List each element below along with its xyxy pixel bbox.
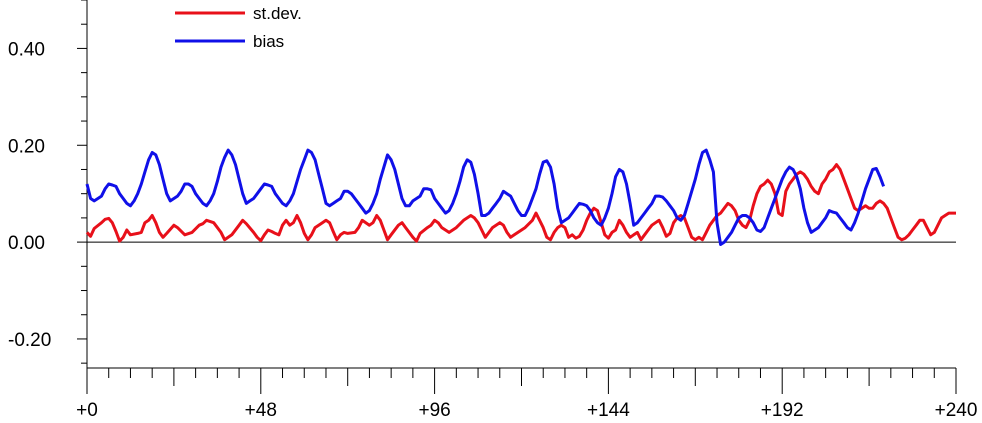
legend-label: bias [253, 32, 284, 51]
series-lines [85, 148, 956, 246]
y-tick-label: 0.40 [8, 39, 45, 60]
legend: st.dev. bias [175, 4, 302, 51]
x-tick-label: +0 [76, 400, 98, 421]
series-line-bias [85, 148, 886, 246]
y-tick-label: -0.20 [8, 330, 51, 351]
x-tick-label: +240 [935, 400, 978, 421]
x-tick-label: +96 [418, 400, 450, 421]
x-tick-label: +144 [587, 400, 630, 421]
x-tick-label: +48 [245, 400, 277, 421]
x-tick-label: +192 [761, 400, 804, 421]
series-line-st-dev [85, 163, 956, 243]
legend-label: st.dev. [253, 4, 302, 23]
axes: -0.20 0.00 0.20 0.40 +0 +48 +96 +144 +192 +240 [8, 0, 977, 421]
y-tick-label: 0.20 [8, 136, 45, 157]
y-tick-label: 0.00 [8, 233, 45, 254]
